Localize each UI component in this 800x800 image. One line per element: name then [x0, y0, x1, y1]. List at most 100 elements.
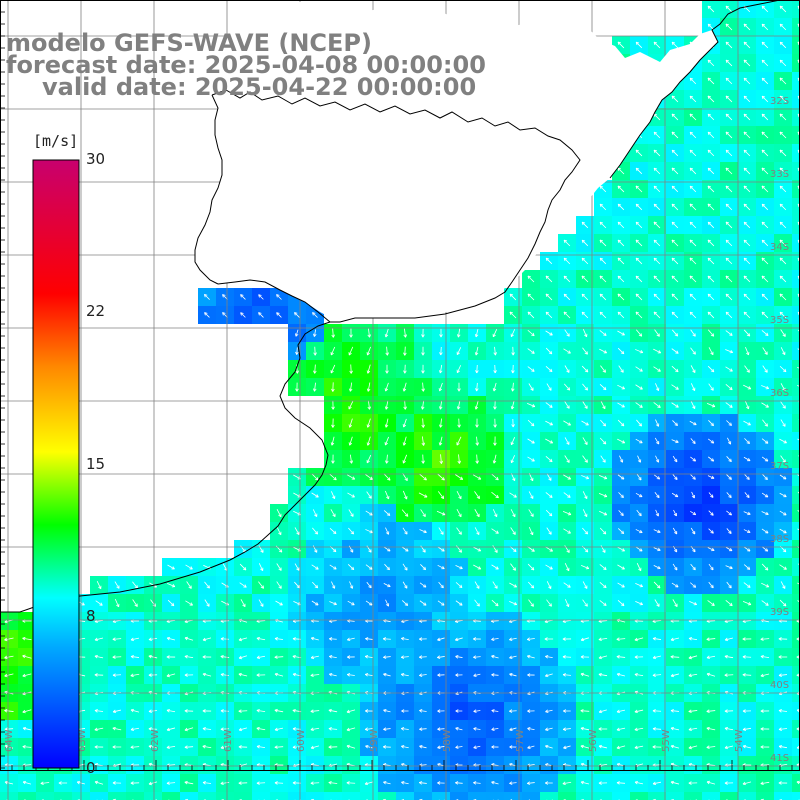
wind-arrow	[725, 59, 733, 67]
longitude-label: 60W	[296, 729, 307, 752]
wind-arrow	[779, 221, 787, 229]
wind-arrow	[493, 346, 497, 356]
wind-arrow	[743, 203, 751, 211]
wind-arrow	[725, 113, 733, 121]
wind-arrow	[689, 113, 697, 121]
wind-arrow	[528, 383, 534, 391]
field-cell	[702, 792, 720, 800]
wind-arrow	[743, 113, 751, 121]
wind-arrow	[671, 41, 679, 49]
wind-arrow	[671, 239, 679, 247]
wind-arrow	[745, 400, 750, 410]
field-cell	[792, 630, 800, 648]
field-cell	[324, 792, 342, 800]
wind-arrow	[653, 257, 661, 265]
wind-arrow	[582, 401, 588, 409]
wind-arrow	[349, 364, 353, 374]
wind-arrow	[743, 257, 751, 265]
wind-arrow	[384, 418, 389, 428]
wind-arrow	[761, 149, 769, 157]
wind-arrow	[743, 149, 751, 157]
wind-arrow	[725, 5, 733, 13]
field-cell	[450, 792, 468, 800]
wind-arrow	[366, 418, 371, 428]
field-cell	[360, 792, 378, 800]
wind-arrow	[707, 167, 715, 175]
wind-arrow	[493, 418, 497, 428]
wind-arrow	[671, 348, 679, 354]
wind-arrow	[600, 365, 606, 373]
wind-arrow	[761, 5, 769, 13]
field-cell	[792, 234, 800, 252]
wind-arrow	[545, 420, 553, 426]
field-cell	[504, 792, 522, 800]
latitude-label: 32S	[770, 96, 789, 107]
wind-arrow	[421, 328, 425, 338]
wind-arrow	[653, 348, 662, 354]
wind-arrow	[526, 403, 536, 408]
wind-arrow	[743, 275, 751, 283]
wind-arrow	[527, 348, 535, 354]
wind-arrow	[313, 364, 317, 374]
field-cell	[792, 666, 800, 684]
wind-arrow	[635, 239, 643, 247]
longitude-label: 58W	[442, 729, 453, 752]
wind-arrow	[725, 221, 733, 229]
wind-arrow	[690, 329, 696, 337]
wind-arrow	[527, 419, 535, 427]
wind-arrow	[707, 203, 715, 211]
wind-arrow	[492, 328, 498, 338]
field-cell	[630, 792, 648, 800]
field-cell	[90, 792, 108, 800]
wind-arrow	[581, 221, 589, 229]
wind-arrow	[527, 329, 535, 337]
wind-arrow	[385, 364, 389, 374]
wind-arrow	[617, 203, 625, 211]
wind-arrow	[653, 293, 661, 301]
wind-arrow	[563, 239, 571, 247]
wind-arrow	[582, 383, 588, 391]
wind-arrow	[599, 257, 607, 265]
wind-arrow	[690, 401, 696, 410]
field-cell	[792, 576, 800, 594]
wind-arrow	[671, 185, 679, 193]
field-cell	[792, 432, 800, 450]
field-cell	[792, 522, 800, 540]
field-cell	[792, 396, 800, 414]
wind-arrow	[545, 330, 553, 336]
wind-arrow	[617, 41, 625, 49]
wind-arrow	[725, 293, 733, 301]
field-cell	[720, 792, 738, 800]
wind-arrow	[348, 382, 353, 392]
field-cell	[756, 792, 774, 800]
field-cell	[792, 756, 800, 774]
wind-arrow	[761, 330, 769, 336]
wind-arrow	[761, 293, 769, 301]
wind-arrow	[780, 347, 786, 356]
wind-arrow	[761, 311, 769, 319]
wind-arrow	[690, 383, 696, 392]
wind-arrow	[761, 257, 769, 265]
field-cell	[792, 774, 800, 792]
wind-arrow	[725, 41, 733, 49]
wind-arrow	[725, 131, 733, 139]
wind-arrow	[653, 366, 661, 372]
wind-arrow	[707, 365, 715, 373]
field-cell	[792, 108, 800, 126]
wind-arrow	[493, 400, 497, 410]
wind-arrow	[743, 185, 751, 193]
wind-arrow	[761, 385, 770, 390]
latitude-label: 34S	[770, 242, 789, 253]
wind-arrow	[725, 384, 733, 391]
wind-arrow	[599, 311, 607, 319]
wind-arrow	[745, 346, 750, 356]
wind-arrow	[689, 203, 697, 211]
wind-arrow	[276, 312, 282, 318]
wind-arrow	[330, 364, 336, 374]
field-cell	[576, 792, 594, 800]
wind-arrow	[671, 311, 679, 319]
wind-arrow	[599, 330, 607, 336]
colorbar-tick-22: 22	[86, 302, 106, 320]
wind-arrow	[438, 418, 443, 428]
wind-arrow	[545, 311, 553, 319]
